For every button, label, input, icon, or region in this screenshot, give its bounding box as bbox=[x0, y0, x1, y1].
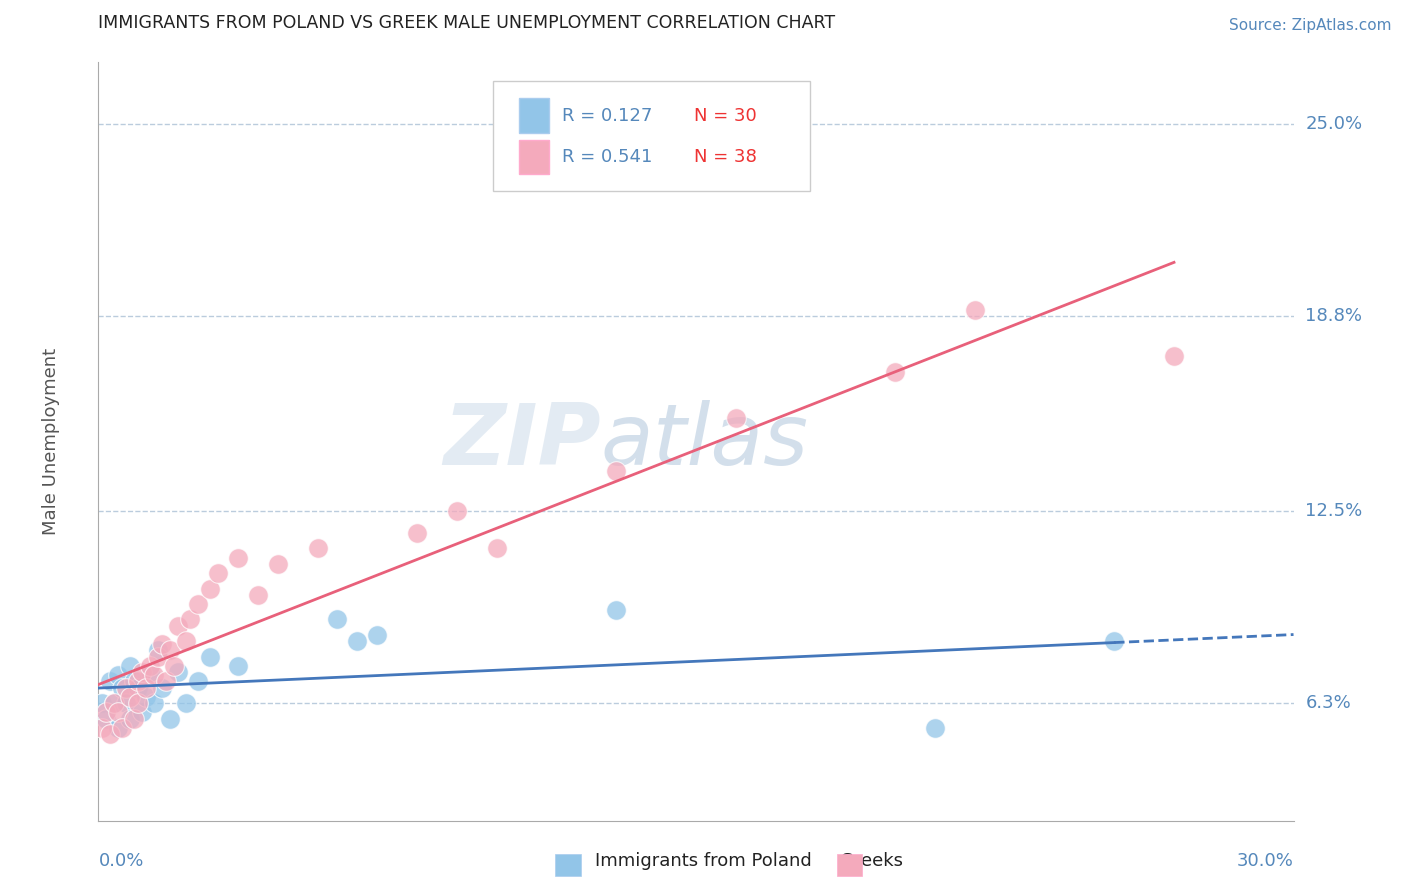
Point bbox=[406, 525, 429, 540]
Point bbox=[135, 690, 157, 704]
Point bbox=[143, 668, 166, 682]
Text: 25.0%: 25.0% bbox=[1306, 115, 1362, 133]
Text: R = 0.541: R = 0.541 bbox=[562, 148, 652, 166]
Point bbox=[884, 365, 907, 379]
Point bbox=[198, 582, 221, 596]
Point bbox=[163, 659, 186, 673]
Point bbox=[103, 696, 125, 710]
Point bbox=[120, 659, 142, 673]
FancyBboxPatch shape bbox=[519, 98, 548, 133]
Point bbox=[605, 464, 627, 478]
Point bbox=[91, 721, 114, 735]
Point bbox=[179, 612, 201, 626]
Point bbox=[124, 712, 146, 726]
Point bbox=[115, 696, 138, 710]
Point bbox=[150, 637, 173, 651]
Point bbox=[159, 712, 181, 726]
Point bbox=[326, 612, 349, 626]
Text: R = 0.127: R = 0.127 bbox=[562, 106, 652, 125]
Point bbox=[98, 674, 122, 689]
Point bbox=[111, 681, 134, 695]
Text: atlas: atlas bbox=[600, 400, 808, 483]
Point bbox=[150, 681, 173, 695]
Point bbox=[120, 712, 142, 726]
Text: Male Unemployment: Male Unemployment bbox=[42, 348, 59, 535]
Text: Source: ZipAtlas.com: Source: ZipAtlas.com bbox=[1229, 18, 1392, 33]
Text: 0.0%: 0.0% bbox=[98, 852, 143, 870]
Point bbox=[485, 541, 508, 556]
Point bbox=[267, 557, 290, 571]
Point bbox=[124, 674, 146, 689]
FancyBboxPatch shape bbox=[494, 81, 810, 191]
Point bbox=[120, 690, 142, 704]
Point bbox=[167, 665, 190, 679]
Text: Immigrants from Poland: Immigrants from Poland bbox=[595, 852, 811, 870]
Point bbox=[131, 706, 153, 720]
Point bbox=[159, 643, 181, 657]
Point bbox=[98, 727, 122, 741]
Point bbox=[366, 628, 388, 642]
Point bbox=[346, 634, 368, 648]
Point bbox=[1163, 350, 1185, 364]
Point bbox=[91, 696, 114, 710]
Text: IMMIGRANTS FROM POLAND VS GREEK MALE UNEMPLOYMENT CORRELATION CHART: IMMIGRANTS FROM POLAND VS GREEK MALE UNE… bbox=[98, 14, 835, 32]
Point bbox=[187, 674, 209, 689]
Point bbox=[924, 721, 946, 735]
Point bbox=[127, 674, 149, 689]
Point bbox=[226, 659, 249, 673]
Point bbox=[167, 618, 190, 632]
Point bbox=[96, 712, 118, 726]
Point bbox=[174, 634, 197, 648]
Point bbox=[207, 566, 229, 580]
FancyBboxPatch shape bbox=[519, 140, 548, 174]
Text: ZIP: ZIP bbox=[443, 400, 600, 483]
Point bbox=[127, 681, 149, 695]
Point bbox=[307, 541, 329, 556]
Point bbox=[127, 696, 149, 710]
Point bbox=[198, 649, 221, 664]
Point bbox=[446, 504, 468, 518]
Point bbox=[155, 674, 177, 689]
Point bbox=[1104, 634, 1126, 648]
Text: 18.8%: 18.8% bbox=[1306, 307, 1362, 326]
Point bbox=[724, 411, 747, 425]
Point bbox=[103, 696, 125, 710]
Text: N = 38: N = 38 bbox=[693, 148, 756, 166]
Point bbox=[107, 706, 129, 720]
Text: 12.5%: 12.5% bbox=[1306, 502, 1362, 520]
Point bbox=[96, 706, 118, 720]
Point bbox=[148, 649, 170, 664]
Point bbox=[139, 659, 162, 673]
Point bbox=[605, 603, 627, 617]
Point bbox=[107, 721, 129, 735]
Point bbox=[111, 721, 134, 735]
Point bbox=[107, 668, 129, 682]
Point bbox=[226, 550, 249, 565]
Point bbox=[135, 681, 157, 695]
Point bbox=[139, 665, 162, 679]
Point bbox=[174, 696, 197, 710]
Text: Greeks: Greeks bbox=[841, 852, 903, 870]
Point bbox=[131, 665, 153, 679]
Point bbox=[143, 696, 166, 710]
Text: 6.3%: 6.3% bbox=[1306, 694, 1351, 712]
Point bbox=[115, 681, 138, 695]
Text: 30.0%: 30.0% bbox=[1237, 852, 1294, 870]
Text: N = 30: N = 30 bbox=[693, 106, 756, 125]
Point bbox=[963, 303, 986, 318]
Point bbox=[187, 597, 209, 611]
Point bbox=[246, 588, 269, 602]
Point bbox=[148, 643, 170, 657]
